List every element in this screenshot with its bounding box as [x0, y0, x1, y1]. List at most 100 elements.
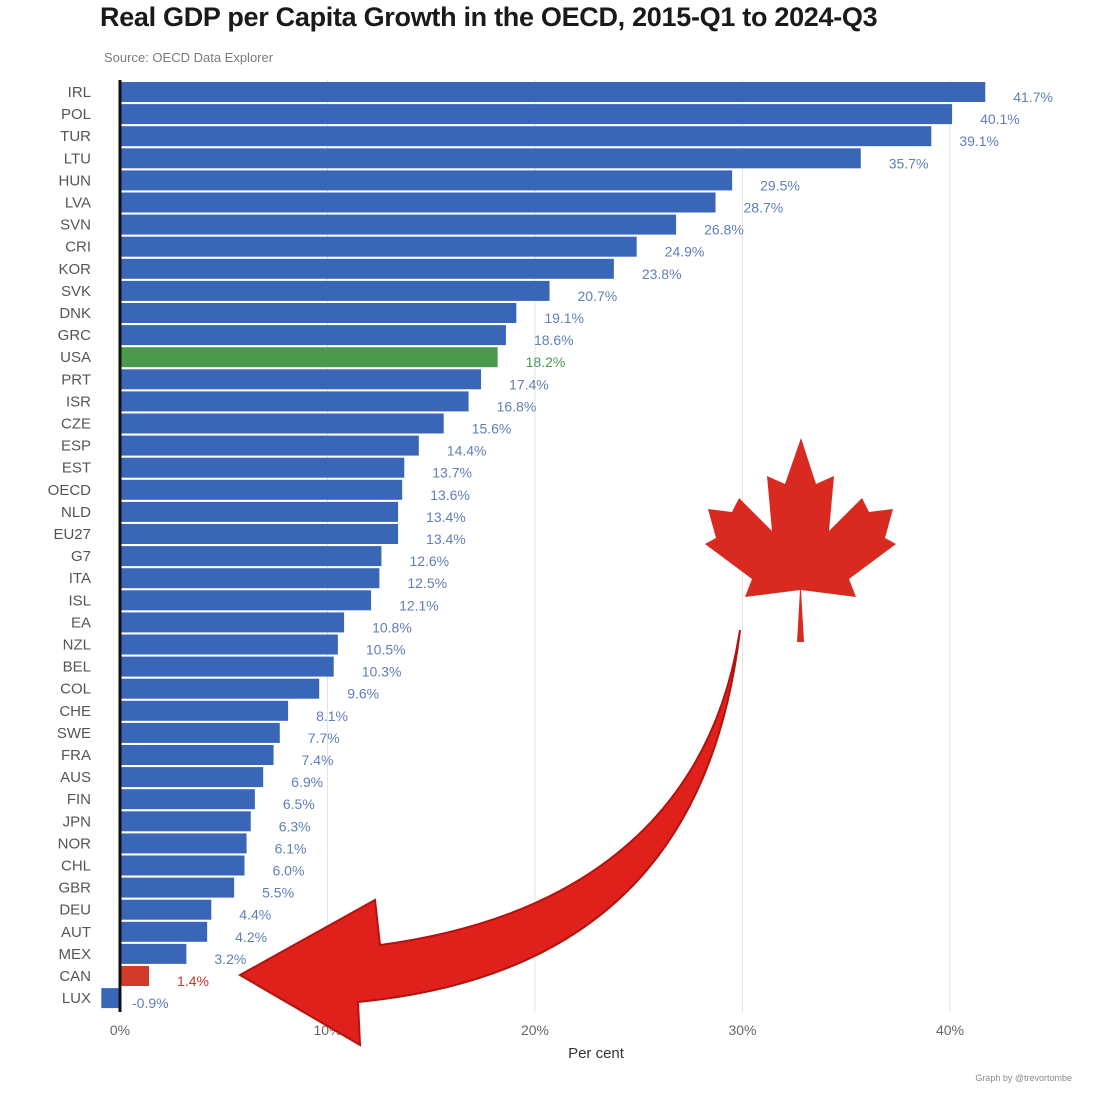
bar-ita: [120, 568, 380, 589]
bar-can: [120, 966, 150, 986]
value-labels: 41.7% 40.1% 39.1% 35.7% 29.5% 28.7%26.8% 24.9%…: [132, 89, 1053, 1011]
category-label: POL: [61, 106, 91, 123]
value-label: 6.3%: [279, 818, 311, 834]
category-label: CAN: [59, 968, 91, 985]
value-label: 6.9%: [291, 774, 323, 790]
category-label: NLD: [61, 504, 91, 521]
bar-bel: [120, 656, 334, 677]
category-label: AUS: [60, 769, 91, 786]
value-label: 40.1%: [980, 111, 1020, 127]
category-label: SVK: [61, 283, 91, 300]
value-label: 10.8%: [372, 619, 412, 635]
bar-lva: [120, 192, 716, 213]
category-label: JPN: [63, 813, 91, 830]
value-label: 17.4%: [509, 376, 549, 392]
x-axis-label: Per cent: [568, 1045, 625, 1062]
value-label: 24.9%: [665, 244, 705, 260]
category-label: EST: [62, 460, 91, 477]
bar-nld: [120, 501, 399, 522]
grid-lines: [327, 80, 951, 1012]
bar-fin: [120, 789, 255, 810]
category-label: DEU: [59, 902, 91, 919]
value-label: 10.5%: [366, 642, 406, 658]
value-label: 41.7%: [1013, 89, 1053, 105]
category-label: GRC: [58, 327, 92, 344]
value-label: 13.4%: [426, 531, 466, 547]
bar-fra: [120, 745, 274, 765]
x-tick-labels: 0% 10% 20% 30% 40%: [110, 1022, 964, 1038]
category-label: TUR: [60, 128, 91, 145]
bar-lux: [101, 988, 120, 1009]
value-label: 12.5%: [407, 575, 447, 591]
category-label: IRL: [68, 84, 91, 101]
bar-grc: [120, 325, 506, 346]
bar-nor: [120, 833, 247, 854]
x-tick-label: 40%: [936, 1022, 964, 1038]
category-label: ESP: [61, 438, 91, 455]
bar-svk: [120, 280, 550, 301]
bar-nzl: [120, 634, 338, 655]
value-label: 10.3%: [362, 664, 402, 680]
value-label: 6.1%: [275, 840, 307, 856]
value-label: 35.7%: [889, 155, 929, 171]
bar-chl: [120, 855, 245, 876]
bar-prt: [120, 369, 482, 390]
category-label: NOR: [58, 835, 92, 852]
value-label: 23.8%: [642, 266, 682, 282]
bar-tur: [120, 126, 932, 147]
category-label: ISR: [66, 393, 91, 410]
category-label: CHL: [61, 858, 91, 875]
bar-aus: [120, 767, 264, 788]
category-label: GBR: [58, 880, 91, 897]
category-label: SVN: [60, 217, 91, 234]
value-label: 3.2%: [214, 951, 246, 967]
bar-eu27: [120, 524, 399, 544]
value-label: 20.7%: [578, 288, 618, 304]
value-label: 13.4%: [426, 509, 466, 525]
bar-ea: [120, 612, 345, 633]
bar-usa: [120, 347, 498, 368]
category-label: CRI: [65, 239, 91, 256]
bar-g7: [120, 546, 382, 567]
value-label: 7.4%: [302, 752, 334, 768]
bar-hun: [120, 170, 733, 191]
bar-ltu: [120, 148, 861, 169]
bar-dnk: [120, 303, 517, 323]
value-label: 19.1%: [544, 310, 584, 326]
maple-leaf-icon: [705, 438, 896, 642]
bar-oecd: [120, 479, 403, 500]
chart-subtitle: Source: OECD Data Explorer: [104, 50, 274, 65]
x-tick-label: 30%: [728, 1022, 756, 1038]
category-label: FRA: [61, 747, 91, 764]
value-label: 13.6%: [430, 487, 470, 503]
category-label: PRT: [61, 371, 91, 388]
bar-svn: [120, 214, 677, 235]
value-label: 1.4%: [177, 973, 209, 989]
bar-kor: [120, 258, 614, 279]
graph-credit: Graph by @trevortombe: [975, 1073, 1072, 1083]
value-label: 7.7%: [308, 730, 340, 746]
category-label: NZL: [63, 637, 91, 654]
value-label: 12.6%: [409, 553, 449, 569]
bar-col: [120, 678, 320, 699]
category-label: HUN: [59, 172, 92, 189]
category-labels: IRL POL TUR LTU HUN LVA SVN CRI KOR SVK DNK GRC USA P…: [48, 84, 92, 1007]
category-label: LVA: [65, 195, 91, 212]
bar-mex: [120, 943, 187, 964]
bar-gbr: [120, 877, 235, 898]
category-label: ITA: [69, 570, 91, 587]
category-label: CHE: [59, 703, 91, 720]
bar-che: [120, 700, 289, 721]
bar-aut: [120, 921, 208, 942]
category-label: USA: [60, 349, 91, 366]
bar-esp: [120, 435, 419, 456]
bar-isl: [120, 590, 372, 611]
bar-deu: [120, 899, 212, 920]
category-label: ISL: [68, 592, 91, 609]
value-label: 4.4%: [239, 907, 271, 923]
category-label: CZE: [61, 416, 91, 433]
category-label: OECD: [48, 482, 92, 499]
category-label: COL: [60, 681, 91, 698]
curved-arrow-icon: [237, 629, 741, 1047]
